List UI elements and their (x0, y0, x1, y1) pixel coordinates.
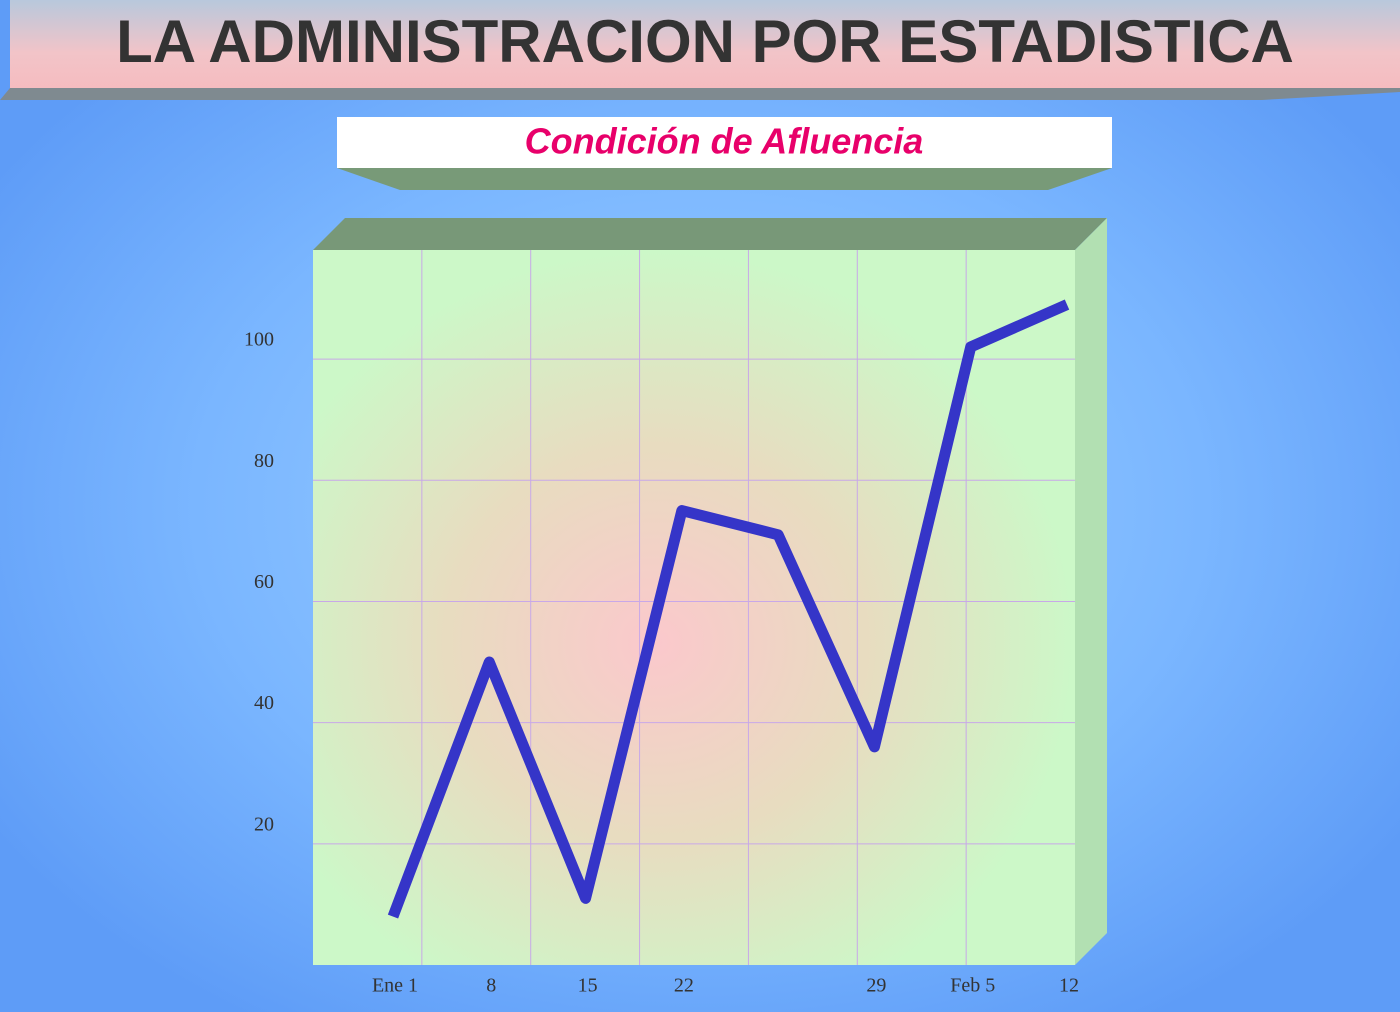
x-tick-label: 8 (486, 975, 496, 997)
y-tick-label: 100 (244, 329, 274, 351)
box-side (1075, 218, 1107, 965)
chart-title: Condición de Afluencia (525, 121, 924, 162)
x-tick-label: 22 (674, 975, 694, 997)
x-tick-label: Ene 1 (372, 975, 418, 997)
subtitle-base (337, 168, 1112, 190)
y-tick-label: 40 (254, 692, 274, 714)
x-tick-label: 29 (866, 975, 886, 997)
y-tick-label: 80 (254, 450, 274, 472)
y-tick-label: 60 (254, 571, 274, 593)
page-title: LA ADMINISTRACION POR ESTADISTICA (116, 8, 1294, 75)
x-tick-label: 15 (578, 975, 598, 997)
subtitle-box (337, 117, 1112, 168)
banner (10, 0, 1400, 88)
x-tick-label: Feb 5 (950, 975, 995, 997)
data-line (387, 299, 1070, 919)
plot-area (313, 250, 1075, 965)
x-tick-label: 12 (1059, 975, 1079, 997)
banner-shadow (0, 88, 1400, 100)
y-tick-label: 20 (254, 813, 274, 835)
box-top (313, 218, 1107, 250)
